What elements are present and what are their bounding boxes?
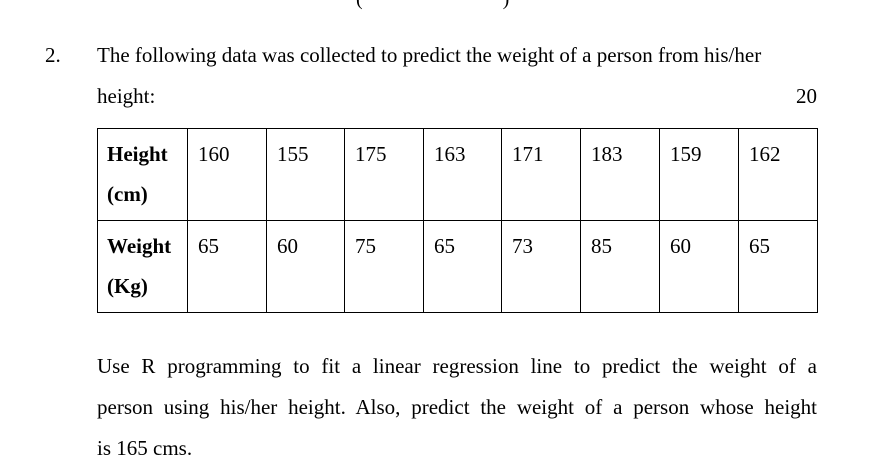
row-header-label: Weight bbox=[107, 234, 172, 258]
table-cell: 65 bbox=[738, 220, 818, 313]
row-header-label: Height bbox=[107, 142, 168, 166]
table-cell: 175 bbox=[344, 128, 424, 221]
table-cell: 73 bbox=[501, 220, 581, 313]
table-cell: 65 bbox=[423, 220, 502, 313]
instruction-line-3: is 165 cms. bbox=[97, 436, 193, 460]
row-header-height: Height (cm) bbox=[97, 128, 188, 221]
instruction-line-2: person using his/her height. Also, predi… bbox=[97, 395, 817, 419]
question-number: 2. bbox=[45, 43, 61, 67]
instruction-line-1: Use R programming to fit a linear regres… bbox=[97, 354, 817, 378]
table-cell: 75 bbox=[344, 220, 424, 313]
table-cell: 162 bbox=[738, 128, 818, 221]
data-table: Height (cm) 160 155 175 163 171 183 159 … bbox=[97, 128, 818, 313]
row-header-unit: (Kg) bbox=[107, 274, 148, 298]
table-cell: 60 bbox=[659, 220, 739, 313]
table-cell: 171 bbox=[501, 128, 581, 221]
table-row-height: Height (cm) 160 155 175 163 171 183 159 … bbox=[97, 128, 818, 221]
previous-question-fragment: ( ) bbox=[356, 0, 509, 11]
table-cell: 60 bbox=[266, 220, 345, 313]
question-intro-line-2: height: bbox=[97, 84, 156, 108]
row-header-weight: Weight (Kg) bbox=[97, 220, 188, 313]
table-cell: 85 bbox=[580, 220, 660, 313]
table-cell: 159 bbox=[659, 128, 739, 221]
question-intro-line-1: The following data was collected to pred… bbox=[97, 43, 762, 67]
table-cell: 183 bbox=[580, 128, 660, 221]
table-cell: 155 bbox=[266, 128, 345, 221]
question-marks: 20 bbox=[796, 84, 817, 108]
table-row-weight: Weight (Kg) 65 60 75 65 73 85 60 65 bbox=[97, 220, 818, 313]
table-cell: 160 bbox=[187, 128, 267, 221]
table-cell: 65 bbox=[187, 220, 267, 313]
row-header-unit: (cm) bbox=[107, 182, 148, 206]
table-cell: 163 bbox=[423, 128, 502, 221]
